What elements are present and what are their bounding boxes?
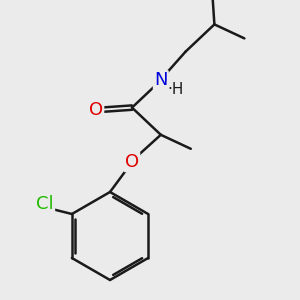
Text: ·H: ·H [168, 82, 184, 97]
Text: O: O [125, 153, 139, 171]
Text: O: O [89, 100, 103, 118]
Text: Cl: Cl [36, 195, 54, 213]
Text: N: N [154, 71, 168, 89]
